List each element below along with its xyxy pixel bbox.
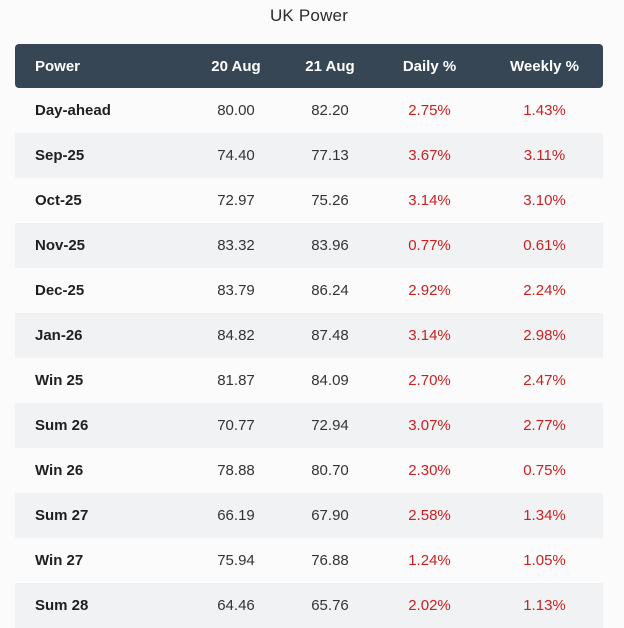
row-price-21-aug: 82.20 bbox=[311, 102, 349, 119]
row-price-20-aug: 75.94 bbox=[217, 552, 255, 569]
row-contract-name: Nov-25 bbox=[15, 223, 185, 268]
row-price-21-aug: 83.96 bbox=[287, 223, 373, 268]
row-daily-change: 3.67% bbox=[373, 133, 486, 178]
row-daily-change: 2.70% bbox=[408, 372, 451, 389]
column-header-20-aug: 20 Aug bbox=[185, 44, 287, 88]
row-contract-name: Sum 27 bbox=[15, 493, 185, 538]
row-daily-change: 2.30% bbox=[408, 462, 451, 479]
page-title: UK Power bbox=[269, 6, 349, 25]
row-daily-change: 1.24% bbox=[408, 552, 451, 569]
table-header-row: Power 20 Aug 21 Aug Daily % Weekly % bbox=[15, 44, 603, 88]
power-table-container: Power 20 Aug 21 Aug Daily % Weekly % Day… bbox=[15, 44, 603, 628]
row-price-21-aug: 76.88 bbox=[311, 552, 349, 569]
row-price-20-aug: 80.00 bbox=[217, 102, 255, 119]
table-row: Nov-25 83.32 83.96 0.77% 0.61% bbox=[15, 223, 603, 268]
table-row: Dec-25 83.79 86.24 2.92% 2.24% bbox=[15, 268, 603, 313]
row-price-20-aug: 83.32 bbox=[185, 223, 287, 268]
row-price-20-aug: 81.87 bbox=[217, 372, 255, 389]
table-row: Oct-25 72.97 75.26 3.14% 3.10% bbox=[15, 178, 603, 223]
table-row: Win 27 75.94 76.88 1.24% 1.05% bbox=[15, 538, 603, 583]
row-contract-name: Sep-25 bbox=[15, 133, 185, 178]
row-daily-change: 2.02% bbox=[373, 583, 486, 628]
row-contract-name: Oct-25 bbox=[35, 192, 82, 209]
row-weekly-change: 3.11% bbox=[486, 133, 603, 178]
row-price-20-aug: 70.77 bbox=[185, 403, 287, 448]
table-row: Win 25 81.87 84.09 2.70% 2.47% bbox=[15, 358, 603, 403]
row-daily-change: 3.07% bbox=[373, 403, 486, 448]
row-price-20-aug: 83.79 bbox=[217, 282, 255, 299]
table-body: Day-ahead 80.00 82.20 2.75% 1.43% Sep-25 74.40… bbox=[15, 88, 603, 628]
row-price-21-aug: 80.70 bbox=[311, 462, 349, 479]
row-contract-name: Win 25 bbox=[35, 372, 84, 389]
row-price-21-aug: 86.24 bbox=[311, 282, 349, 299]
row-price-20-aug: 74.40 bbox=[185, 133, 287, 178]
column-header-power: Power bbox=[15, 44, 185, 88]
row-daily-change: 0.77% bbox=[373, 223, 486, 268]
row-weekly-change: 3.10% bbox=[523, 192, 566, 209]
row-contract-name: Sum 26 bbox=[15, 403, 185, 448]
row-daily-change: 3.14% bbox=[373, 313, 486, 358]
table-row: Sep-25 74.40 77.13 3.67% 3.11% bbox=[15, 133, 603, 178]
row-weekly-change: 0.61% bbox=[486, 223, 603, 268]
row-price-21-aug: 84.09 bbox=[311, 372, 349, 389]
row-contract-name: Win 27 bbox=[35, 552, 84, 569]
row-price-21-aug: 72.94 bbox=[287, 403, 373, 448]
column-header-weekly-pct: Weekly % bbox=[486, 44, 603, 88]
row-price-20-aug: 84.82 bbox=[185, 313, 287, 358]
row-price-20-aug: 64.46 bbox=[185, 583, 287, 628]
row-contract-name: Sum 28 bbox=[15, 583, 185, 628]
row-daily-change: 3.14% bbox=[408, 192, 451, 209]
row-weekly-change: 2.24% bbox=[523, 282, 566, 299]
column-header-daily-pct: Daily % bbox=[373, 44, 486, 88]
table-row: Sum 27 66.19 67.90 2.58% 1.34% bbox=[15, 493, 603, 538]
row-weekly-change: 1.05% bbox=[523, 552, 566, 569]
row-weekly-change: 1.43% bbox=[523, 102, 566, 119]
row-price-20-aug: 78.88 bbox=[217, 462, 255, 479]
table-header: Power 20 Aug 21 Aug Daily % Weekly % bbox=[15, 44, 603, 88]
row-contract-name: Day-ahead bbox=[35, 102, 111, 119]
row-price-21-aug: 75.26 bbox=[311, 192, 349, 209]
row-price-21-aug: 77.13 bbox=[287, 133, 373, 178]
row-weekly-change: 2.98% bbox=[486, 313, 603, 358]
row-price-21-aug: 65.76 bbox=[287, 583, 373, 628]
row-daily-change: 2.92% bbox=[408, 282, 451, 299]
row-price-21-aug: 87.48 bbox=[287, 313, 373, 358]
row-price-20-aug: 72.97 bbox=[217, 192, 255, 209]
table-row: Day-ahead 80.00 82.20 2.75% 1.43% bbox=[15, 88, 603, 133]
row-weekly-change: 1.13% bbox=[486, 583, 603, 628]
row-price-21-aug: 67.90 bbox=[287, 493, 373, 538]
row-weekly-change: 0.75% bbox=[523, 462, 566, 479]
table-row: Jan-26 84.82 87.48 3.14% 2.98% bbox=[15, 313, 603, 358]
row-price-20-aug: 66.19 bbox=[185, 493, 287, 538]
column-header-21-aug: 21 Aug bbox=[287, 44, 373, 88]
row-weekly-change: 2.47% bbox=[523, 372, 566, 389]
row-daily-change: 2.58% bbox=[373, 493, 486, 538]
row-contract-name: Jan-26 bbox=[15, 313, 185, 358]
row-daily-change: 2.75% bbox=[408, 102, 451, 119]
row-contract-name: Dec-25 bbox=[35, 282, 85, 299]
row-contract-name: Win 26 bbox=[35, 462, 84, 479]
power-prices-table: Power 20 Aug 21 Aug Daily % Weekly % Day… bbox=[15, 44, 603, 628]
row-weekly-change: 2.77% bbox=[486, 403, 603, 448]
table-row: Sum 26 70.77 72.94 3.07% 2.77% bbox=[15, 403, 603, 448]
table-row: Sum 28 64.46 65.76 2.02% 1.13% bbox=[15, 583, 603, 628]
table-row: Win 26 78.88 80.70 2.30% 0.75% bbox=[15, 448, 603, 493]
row-weekly-change: 1.34% bbox=[486, 493, 603, 538]
